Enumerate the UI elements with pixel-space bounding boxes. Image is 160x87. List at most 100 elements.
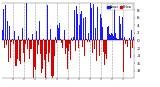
Bar — [117, 39, 118, 40]
Bar — [70, 40, 71, 60]
Bar — [108, 26, 109, 40]
Bar — [9, 26, 10, 40]
Bar — [69, 40, 70, 44]
Bar — [62, 40, 63, 48]
Bar — [100, 14, 101, 40]
Bar — [46, 40, 47, 54]
Bar — [68, 7, 69, 40]
Bar — [64, 39, 65, 40]
Bar — [112, 34, 113, 40]
Bar — [38, 40, 39, 45]
Bar — [45, 40, 46, 78]
Bar — [101, 18, 102, 40]
Bar — [127, 40, 128, 63]
Bar — [91, 28, 92, 40]
Bar — [16, 3, 17, 40]
Bar — [71, 30, 72, 40]
Bar — [89, 40, 90, 42]
Bar — [41, 40, 42, 73]
Bar — [6, 40, 7, 45]
Bar — [42, 40, 43, 69]
Bar — [72, 3, 73, 40]
Bar — [13, 40, 14, 44]
Bar — [92, 21, 93, 40]
Bar — [24, 40, 25, 78]
Bar — [20, 40, 21, 44]
Bar — [116, 38, 117, 40]
Bar — [129, 38, 130, 40]
Bar — [56, 40, 57, 47]
Bar — [30, 40, 31, 49]
Bar — [11, 40, 12, 42]
Bar — [12, 28, 13, 40]
Bar — [48, 40, 49, 47]
Bar — [34, 40, 35, 67]
Bar — [104, 40, 105, 65]
Bar — [52, 40, 53, 51]
Legend: Above, Below: Above, Below — [107, 4, 133, 10]
Bar — [97, 7, 98, 40]
Bar — [110, 35, 111, 40]
Bar — [27, 40, 28, 49]
Bar — [122, 17, 123, 40]
Bar — [40, 40, 41, 69]
Bar — [51, 40, 52, 44]
Bar — [19, 40, 20, 61]
Bar — [28, 36, 29, 40]
Bar — [118, 39, 119, 40]
Bar — [15, 40, 16, 66]
Bar — [5, 5, 6, 40]
Bar — [107, 40, 108, 49]
Bar — [78, 40, 79, 48]
Bar — [73, 37, 74, 40]
Bar — [63, 30, 64, 40]
Bar — [132, 40, 133, 48]
Bar — [87, 24, 88, 40]
Bar — [74, 10, 75, 40]
Bar — [35, 40, 36, 70]
Bar — [50, 29, 51, 40]
Bar — [76, 40, 77, 63]
Bar — [37, 40, 38, 54]
Bar — [103, 40, 104, 46]
Bar — [47, 40, 48, 48]
Bar — [60, 40, 61, 54]
Bar — [106, 40, 107, 59]
Bar — [39, 21, 40, 40]
Bar — [65, 40, 66, 54]
Bar — [88, 26, 89, 40]
Bar — [75, 40, 76, 65]
Bar — [80, 40, 81, 63]
Bar — [55, 32, 56, 40]
Bar — [43, 39, 44, 40]
Bar — [14, 31, 15, 40]
Bar — [94, 40, 95, 49]
Bar — [33, 40, 34, 78]
Bar — [123, 12, 124, 40]
Bar — [59, 40, 60, 41]
Bar — [130, 40, 131, 58]
Bar — [17, 40, 18, 59]
Bar — [133, 37, 134, 40]
Bar — [10, 40, 11, 58]
Bar — [3, 9, 4, 40]
Bar — [83, 12, 84, 40]
Bar — [29, 40, 30, 59]
Bar — [111, 34, 112, 40]
Bar — [7, 21, 8, 40]
Bar — [84, 28, 85, 40]
Bar — [113, 36, 114, 40]
Bar — [119, 39, 120, 40]
Bar — [77, 14, 78, 40]
Bar — [121, 38, 122, 40]
Bar — [54, 40, 55, 56]
Bar — [8, 40, 9, 48]
Bar — [57, 25, 58, 40]
Bar — [23, 40, 24, 53]
Bar — [124, 37, 125, 40]
Bar — [85, 17, 86, 40]
Bar — [131, 40, 132, 48]
Bar — [93, 4, 94, 40]
Bar — [99, 17, 100, 40]
Bar — [126, 40, 127, 41]
